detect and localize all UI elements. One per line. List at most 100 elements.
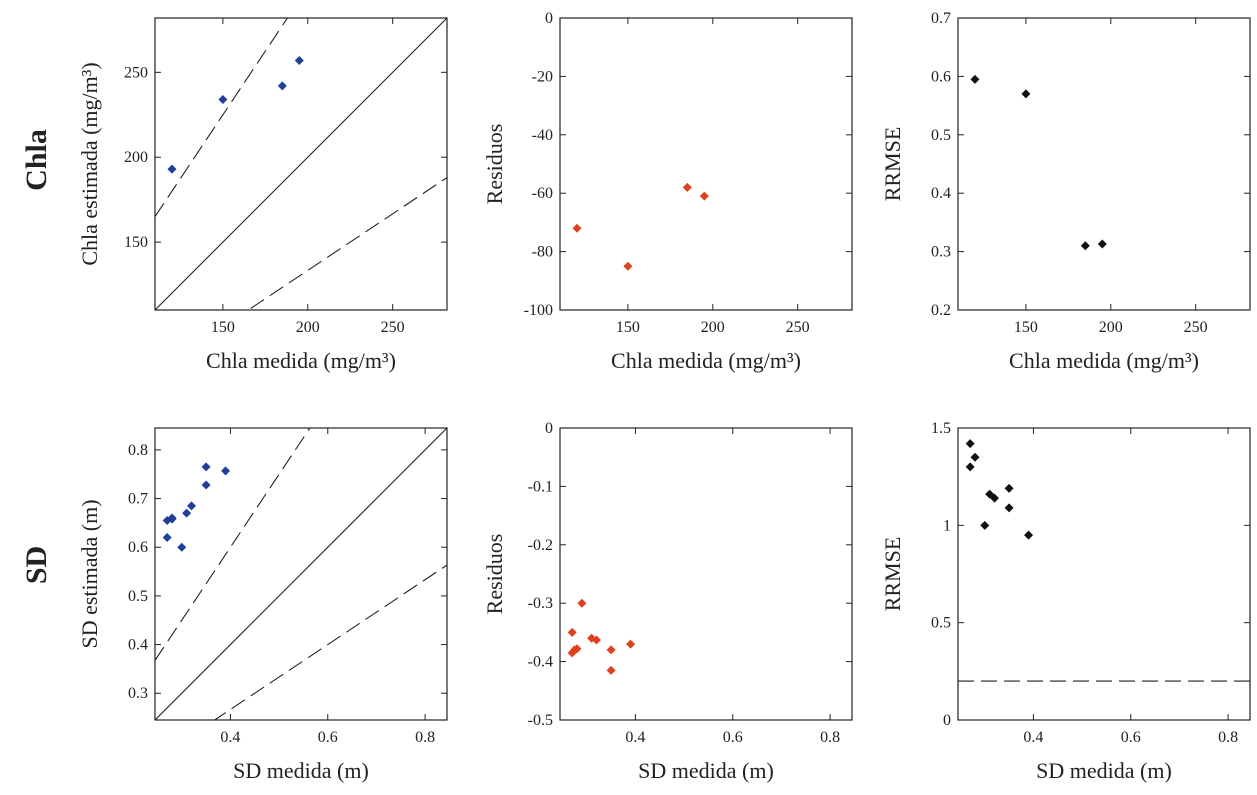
data-point: [167, 514, 177, 524]
data-point: [1080, 241, 1090, 251]
x-tick-label: 150: [211, 319, 235, 336]
data-point: [965, 439, 975, 449]
chart-3: 0.4 0.6 0.8 0.3 0.4 0.5 0.6 0.7 0.8 SD medida (m)…: [77, 427, 448, 783]
x-tick-label: 0.8: [820, 729, 840, 746]
data-point: [606, 645, 616, 655]
row-label-sd: SD: [20, 546, 53, 584]
y-tick-label: 0.3: [128, 685, 148, 702]
axes-frame: [559, 17, 853, 311]
x-axis-label: Chla medida (mg/m³): [611, 348, 801, 373]
data-point: [965, 462, 975, 472]
x-tick-label: 250: [1184, 319, 1208, 336]
data-point: [1024, 530, 1034, 540]
y-tick-label: 0.6: [128, 539, 148, 556]
y-axis-label: RRMSE: [880, 537, 905, 612]
data-point: [606, 665, 616, 675]
data-point: [572, 644, 582, 654]
y-tick-label: 0: [545, 10, 553, 27]
data-point: [201, 480, 211, 490]
y-tick-label: 1: [943, 517, 951, 534]
reference-line-1: [155, 18, 289, 217]
y-axis-label: Residuos: [482, 534, 507, 615]
y-tick-label: 0.8: [128, 442, 148, 459]
data-point: [221, 466, 231, 476]
data-point: [1004, 503, 1014, 513]
y-tick-label: 0.7: [128, 491, 148, 508]
reference-line-2: [213, 564, 447, 720]
y-tick-label: 150: [124, 234, 148, 251]
reference-line-2: [247, 177, 447, 310]
reference-line-0: [155, 428, 447, 720]
data-point: [177, 542, 187, 552]
x-tick-label: 150: [616, 319, 640, 336]
y-tick-label: 250: [124, 64, 148, 81]
x-axis-label: Chla medida (mg/m³): [1009, 348, 1199, 373]
data-point: [623, 261, 633, 271]
y-axis-label: Chla estimada (mg/m³): [77, 62, 102, 265]
chart-5: 0.4 0.6 0.8 0 0.5 1 1.5 SD medida (m) RRMSE: [880, 420, 1251, 783]
y-axis-label: Residuos: [482, 124, 507, 205]
data-point: [1097, 239, 1107, 249]
x-tick-label: 200: [701, 319, 725, 336]
y-tick-label: -100: [524, 302, 553, 319]
y-axis-label: RRMSE: [880, 127, 905, 202]
axes-frame: [154, 427, 448, 721]
y-tick-label: -0.1: [528, 478, 553, 495]
x-tick-label: 0.4: [625, 729, 645, 746]
y-tick-label: 0.2: [931, 302, 951, 319]
x-axis-label: SD medida (m): [1036, 758, 1172, 783]
data-point: [162, 533, 172, 542]
y-tick-label: 0.5: [931, 127, 951, 144]
data-point: [1004, 483, 1014, 493]
data-point: [970, 452, 980, 462]
data-point: [567, 627, 577, 637]
y-tick-label: -40: [532, 127, 553, 144]
y-tick-label: 0: [545, 420, 553, 437]
y-tick-label: 0.4: [128, 637, 148, 654]
y-tick-label: -0.4: [528, 654, 553, 671]
x-tick-label: 200: [1099, 319, 1123, 336]
axes-frame: [154, 17, 448, 311]
data-point: [699, 191, 709, 201]
reference-line-1: [155, 428, 311, 661]
y-tick-label: -0.5: [528, 712, 553, 729]
data-point: [1021, 89, 1031, 99]
data-point: [990, 493, 999, 503]
y-tick-label: -0.2: [528, 537, 553, 554]
x-tick-label: 150: [1014, 319, 1038, 336]
x-tick-label: 0.4: [220, 729, 240, 746]
x-tick-label: 0.6: [1121, 729, 1141, 746]
row-label-chla: Chla: [20, 129, 53, 191]
data-point: [577, 598, 587, 608]
x-tick-label: 200: [296, 319, 320, 336]
data-point: [572, 223, 582, 233]
x-tick-label: 250: [381, 319, 405, 336]
x-tick-label: 250: [786, 319, 810, 336]
data-point: [626, 639, 636, 649]
chart-4: 0.4 0.6 0.8 -0.5 -0.4 -0.3 -0.2 -0.1 0 SD medida …: [482, 420, 853, 783]
data-point: [294, 55, 304, 65]
data-point: [201, 462, 211, 472]
axes-frame: [957, 17, 1251, 311]
y-tick-label: 0.6: [931, 68, 951, 85]
chart-0: 150 200 250 150 200 250 Chla medida (mg/m³) Chl…: [77, 17, 448, 373]
data-point: [218, 94, 228, 104]
chart-2: 150 200 250 0.2 0.3 0.4 0.5 0.6 0.7 Chla medida (…: [880, 10, 1251, 373]
axes-frame: [957, 427, 1251, 721]
x-tick-label: 0.4: [1023, 729, 1043, 746]
data-point: [682, 182, 692, 192]
x-axis-label: SD medida (m): [233, 758, 369, 783]
x-tick-label: 0.6: [723, 729, 743, 746]
reference-line-0: [155, 18, 447, 310]
data-point: [277, 81, 287, 91]
x-tick-label: 0.8: [1218, 729, 1238, 746]
x-tick-label: 0.8: [415, 729, 435, 746]
data-point: [182, 508, 192, 518]
y-tick-label: 1.5: [931, 420, 951, 437]
y-tick-label: 0.3: [931, 244, 951, 261]
chart-1: 150 200 250 -100 -80 -60 -40 -20 0 Chla medida (m…: [482, 10, 853, 373]
data-point: [980, 520, 990, 530]
x-axis-label: Chla medida (mg/m³): [206, 348, 396, 373]
y-tick-label: -0.3: [528, 595, 553, 612]
y-tick-label: 0.4: [931, 185, 951, 202]
